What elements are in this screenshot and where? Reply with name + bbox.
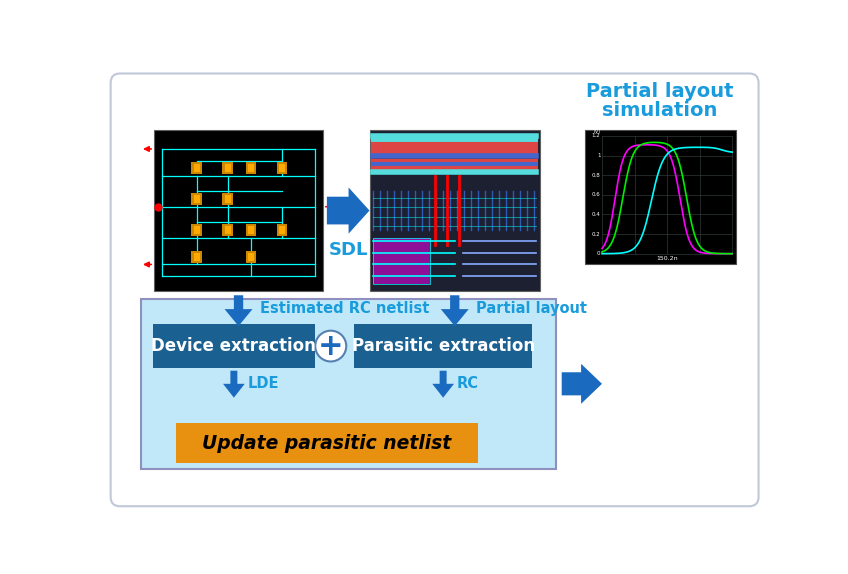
Text: Device extraction: Device extraction (152, 337, 316, 355)
Bar (193, 195, 200, 203)
Bar (225, 164, 231, 172)
Bar (176, 423, 478, 463)
Bar (192, 193, 202, 205)
Bar (354, 324, 533, 369)
Bar (192, 251, 202, 263)
Text: 1: 1 (597, 153, 600, 158)
FancyBboxPatch shape (141, 299, 555, 468)
Text: 0.8: 0.8 (592, 173, 600, 177)
Text: 0.2: 0.2 (592, 231, 600, 236)
Text: Partial layout: Partial layout (586, 82, 734, 100)
Bar (279, 226, 285, 234)
Text: Partial layout: Partial layout (477, 301, 588, 316)
Bar (193, 226, 200, 234)
Bar (193, 253, 200, 261)
Bar (222, 162, 233, 174)
Bar (276, 224, 287, 236)
Polygon shape (441, 295, 469, 326)
Text: Estimated RC netlist: Estimated RC netlist (260, 301, 430, 316)
Bar (246, 162, 256, 174)
Bar (370, 130, 540, 292)
Bar (373, 238, 430, 284)
Text: Update parasitic netlist: Update parasitic netlist (203, 433, 451, 453)
Circle shape (315, 331, 346, 362)
Bar (246, 224, 256, 236)
Text: simulation: simulation (602, 101, 717, 120)
Polygon shape (223, 371, 245, 398)
Text: 0.4: 0.4 (592, 212, 600, 217)
Polygon shape (432, 371, 454, 398)
FancyBboxPatch shape (110, 73, 759, 506)
Text: RC: RC (457, 377, 479, 391)
Text: SDL: SDL (329, 241, 368, 259)
Bar (225, 195, 231, 203)
Text: 1.2: 1.2 (592, 133, 600, 138)
Polygon shape (225, 295, 253, 326)
Bar (153, 324, 315, 369)
Text: LDE: LDE (248, 377, 279, 391)
Bar (222, 224, 233, 236)
Bar (192, 224, 202, 236)
Bar (192, 162, 202, 174)
Bar (585, 130, 736, 265)
Polygon shape (326, 188, 370, 234)
Bar (246, 251, 256, 263)
Bar (193, 164, 200, 172)
Text: 0: 0 (597, 251, 600, 256)
Bar (154, 130, 323, 292)
Text: 0.6: 0.6 (592, 192, 600, 197)
Polygon shape (561, 364, 602, 404)
Text: +: + (318, 332, 343, 360)
Bar (248, 164, 254, 172)
Text: 150.2n: 150.2n (656, 257, 678, 261)
Bar (373, 238, 430, 284)
Bar (276, 162, 287, 174)
Bar (248, 253, 254, 261)
Text: Parasitic extraction: Parasitic extraction (352, 337, 535, 355)
Bar (222, 193, 233, 205)
Bar (279, 164, 285, 172)
Bar (248, 226, 254, 234)
Text: (V): (V) (594, 129, 600, 134)
Bar (225, 226, 231, 234)
